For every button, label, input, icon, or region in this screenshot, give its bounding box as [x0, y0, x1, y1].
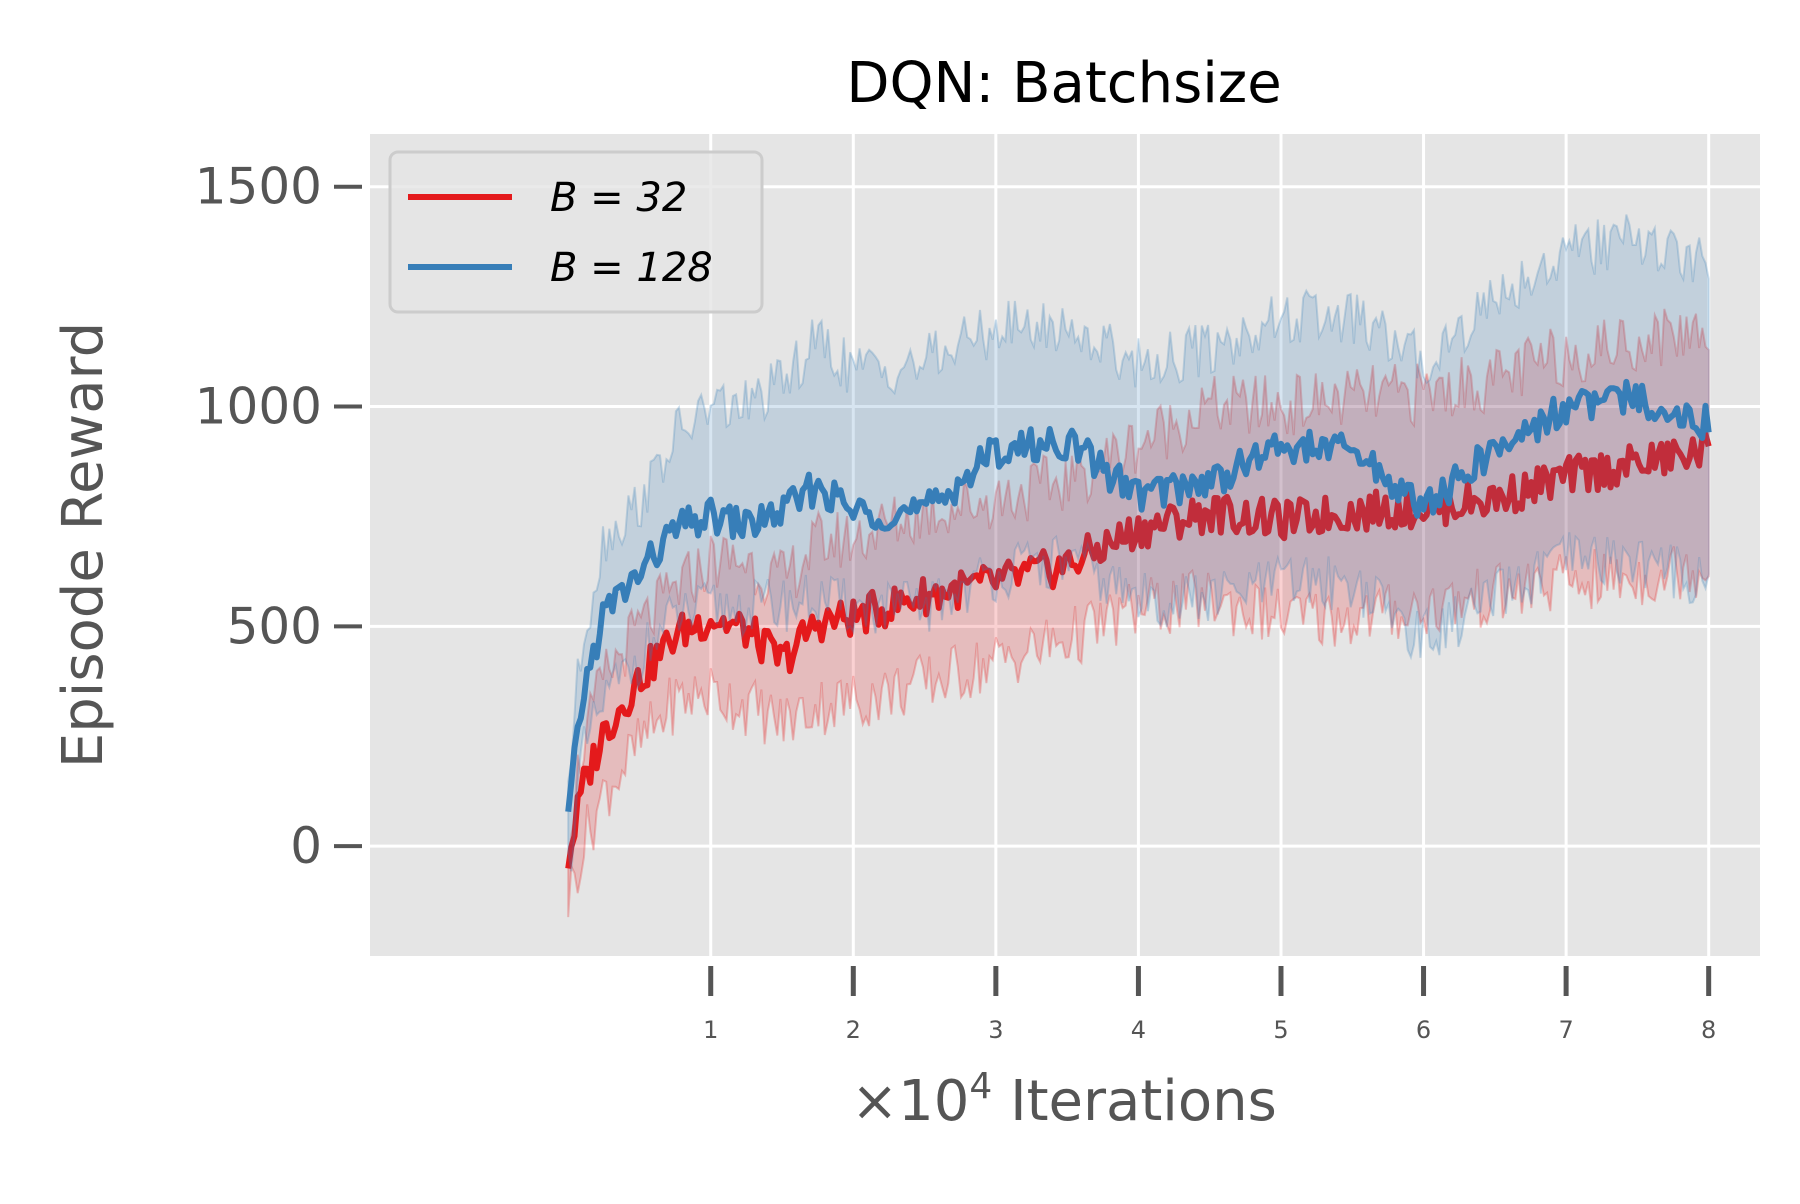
- legend-box: [388, 150, 764, 314]
- y-axis-label: Episode Reward: [51, 322, 116, 768]
- chart-title: DQN: Batchsize: [846, 51, 1281, 116]
- legend: B = 32 B = 128: [388, 150, 764, 314]
- x-axis-label-suffix: Iterations: [992, 1069, 1277, 1134]
- series-line-b-128: [565, 378, 1712, 813]
- plot-area: 0 500 1000 1500 1 2 3 4 5 6 7 8: [195, 134, 1760, 1044]
- y-tick-label-1000: 1000: [195, 378, 322, 436]
- x-axis-label: ×104 Iterations: [851, 1066, 1277, 1134]
- series-band-b-32: [567, 308, 1710, 918]
- series-line-b-32: [565, 431, 1712, 869]
- x-tick-label-2: 2: [846, 1016, 861, 1044]
- y-tick-label-500: 500: [227, 597, 322, 655]
- y-tick-label-1500: 1500: [195, 158, 322, 216]
- x-axis-label-exponent: 4: [969, 1066, 992, 1107]
- x-tick-label-5: 5: [1273, 1016, 1288, 1044]
- x-tick-label-4: 4: [1131, 1016, 1146, 1044]
- legend-label-0: B = 32: [550, 175, 687, 221]
- x-tick-label-1: 1: [703, 1016, 718, 1044]
- series-band-b-128: [567, 214, 1710, 872]
- x-tick-label-8: 8: [1701, 1016, 1716, 1044]
- legend-label-1: B = 128: [550, 245, 713, 291]
- x-axis-label-prefix: ×10: [851, 1069, 969, 1134]
- x-tick-label-3: 3: [988, 1016, 1003, 1044]
- x-tick-label-7: 7: [1558, 1016, 1573, 1044]
- y-tick-label-0: 0: [290, 817, 322, 875]
- x-tick-label-6: 6: [1416, 1016, 1431, 1044]
